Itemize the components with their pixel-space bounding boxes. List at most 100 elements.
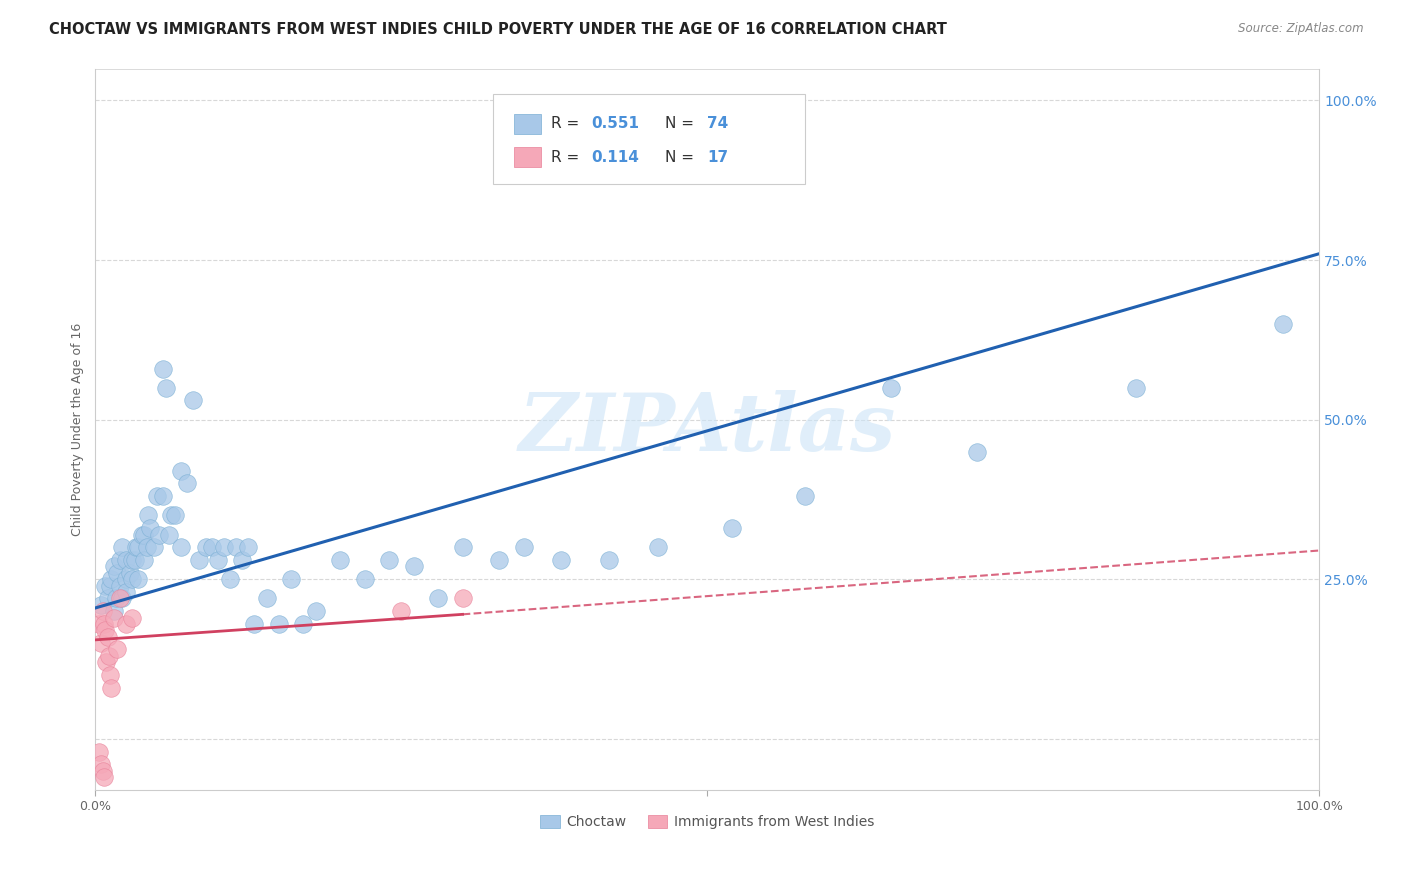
Point — [243, 616, 266, 631]
Point — [90, 598, 112, 612]
Point — [427, 591, 450, 606]
Point — [176, 476, 198, 491]
Text: N =: N = — [665, 150, 699, 165]
Y-axis label: Child Poverty Under the Age of 16: Child Poverty Under the Age of 16 — [72, 323, 84, 536]
Point — [105, 566, 128, 580]
Text: R =: R = — [551, 117, 583, 131]
Point — [329, 553, 352, 567]
Point — [93, 616, 115, 631]
Text: 0.551: 0.551 — [591, 117, 640, 131]
Point — [105, 642, 128, 657]
Text: 0.114: 0.114 — [591, 150, 638, 165]
Point — [219, 572, 242, 586]
FancyBboxPatch shape — [515, 147, 541, 167]
Point — [488, 553, 510, 567]
Point — [108, 591, 131, 606]
Point — [231, 553, 253, 567]
Point — [115, 585, 138, 599]
Point — [402, 559, 425, 574]
Point — [647, 541, 669, 555]
Point — [93, 770, 115, 784]
Text: ZIPAtlas: ZIPAtlas — [519, 391, 896, 468]
Point — [94, 579, 117, 593]
Point — [292, 616, 315, 631]
Point — [201, 541, 224, 555]
Point — [97, 591, 120, 606]
Point — [148, 527, 170, 541]
Point — [115, 572, 138, 586]
Point — [97, 630, 120, 644]
Point — [163, 508, 186, 523]
Point — [121, 572, 143, 586]
Point — [155, 381, 177, 395]
Text: CHOCTAW VS IMMIGRANTS FROM WEST INDIES CHILD POVERTY UNDER THE AGE OF 16 CORRELA: CHOCTAW VS IMMIGRANTS FROM WEST INDIES C… — [49, 22, 948, 37]
Point — [105, 591, 128, 606]
Point — [127, 572, 149, 586]
Point — [94, 624, 117, 638]
Point — [389, 604, 412, 618]
Point — [550, 553, 572, 567]
Point — [121, 610, 143, 624]
Point — [256, 591, 278, 606]
Point — [100, 681, 122, 695]
Point — [139, 521, 162, 535]
Text: N =: N = — [665, 117, 699, 131]
Point — [157, 527, 180, 541]
Point — [451, 591, 474, 606]
Point — [451, 541, 474, 555]
Point — [880, 381, 903, 395]
Point — [1271, 317, 1294, 331]
Point — [794, 489, 817, 503]
Point — [378, 553, 401, 567]
Point — [108, 553, 131, 567]
Point — [207, 553, 229, 567]
Point — [225, 541, 247, 555]
Point — [188, 553, 211, 567]
Point — [125, 541, 148, 555]
Point — [280, 572, 302, 586]
Point — [170, 464, 193, 478]
Point — [115, 553, 138, 567]
Point — [98, 668, 121, 682]
Point — [90, 757, 112, 772]
Point — [91, 764, 114, 778]
Point — [100, 572, 122, 586]
Point — [118, 566, 141, 580]
Point — [124, 553, 146, 567]
Text: Source: ZipAtlas.com: Source: ZipAtlas.com — [1239, 22, 1364, 36]
Point — [98, 579, 121, 593]
Text: 17: 17 — [707, 150, 728, 165]
Point — [134, 527, 156, 541]
Point — [1125, 381, 1147, 395]
Point — [152, 489, 174, 503]
Point — [111, 541, 134, 555]
Point — [87, 745, 110, 759]
Point — [238, 541, 260, 555]
Point — [721, 521, 744, 535]
Point — [97, 648, 120, 663]
Text: 74: 74 — [707, 117, 728, 131]
Point — [103, 610, 125, 624]
Point — [111, 591, 134, 606]
Point — [143, 541, 166, 555]
Point — [103, 559, 125, 574]
Point — [134, 553, 156, 567]
Point — [194, 541, 217, 555]
Point — [131, 527, 153, 541]
Point — [152, 361, 174, 376]
FancyBboxPatch shape — [515, 114, 541, 134]
Point — [305, 604, 328, 618]
Point — [121, 553, 143, 567]
Legend: Choctaw, Immigrants from West Indies: Choctaw, Immigrants from West Indies — [534, 809, 880, 835]
Point — [136, 508, 159, 523]
Point — [91, 604, 114, 618]
Point — [181, 393, 204, 408]
Point — [598, 553, 620, 567]
Point — [267, 616, 290, 631]
Point — [103, 604, 125, 618]
Point — [513, 541, 536, 555]
Point — [353, 572, 375, 586]
Point — [170, 541, 193, 555]
Point — [966, 444, 988, 458]
Point — [96, 655, 118, 669]
